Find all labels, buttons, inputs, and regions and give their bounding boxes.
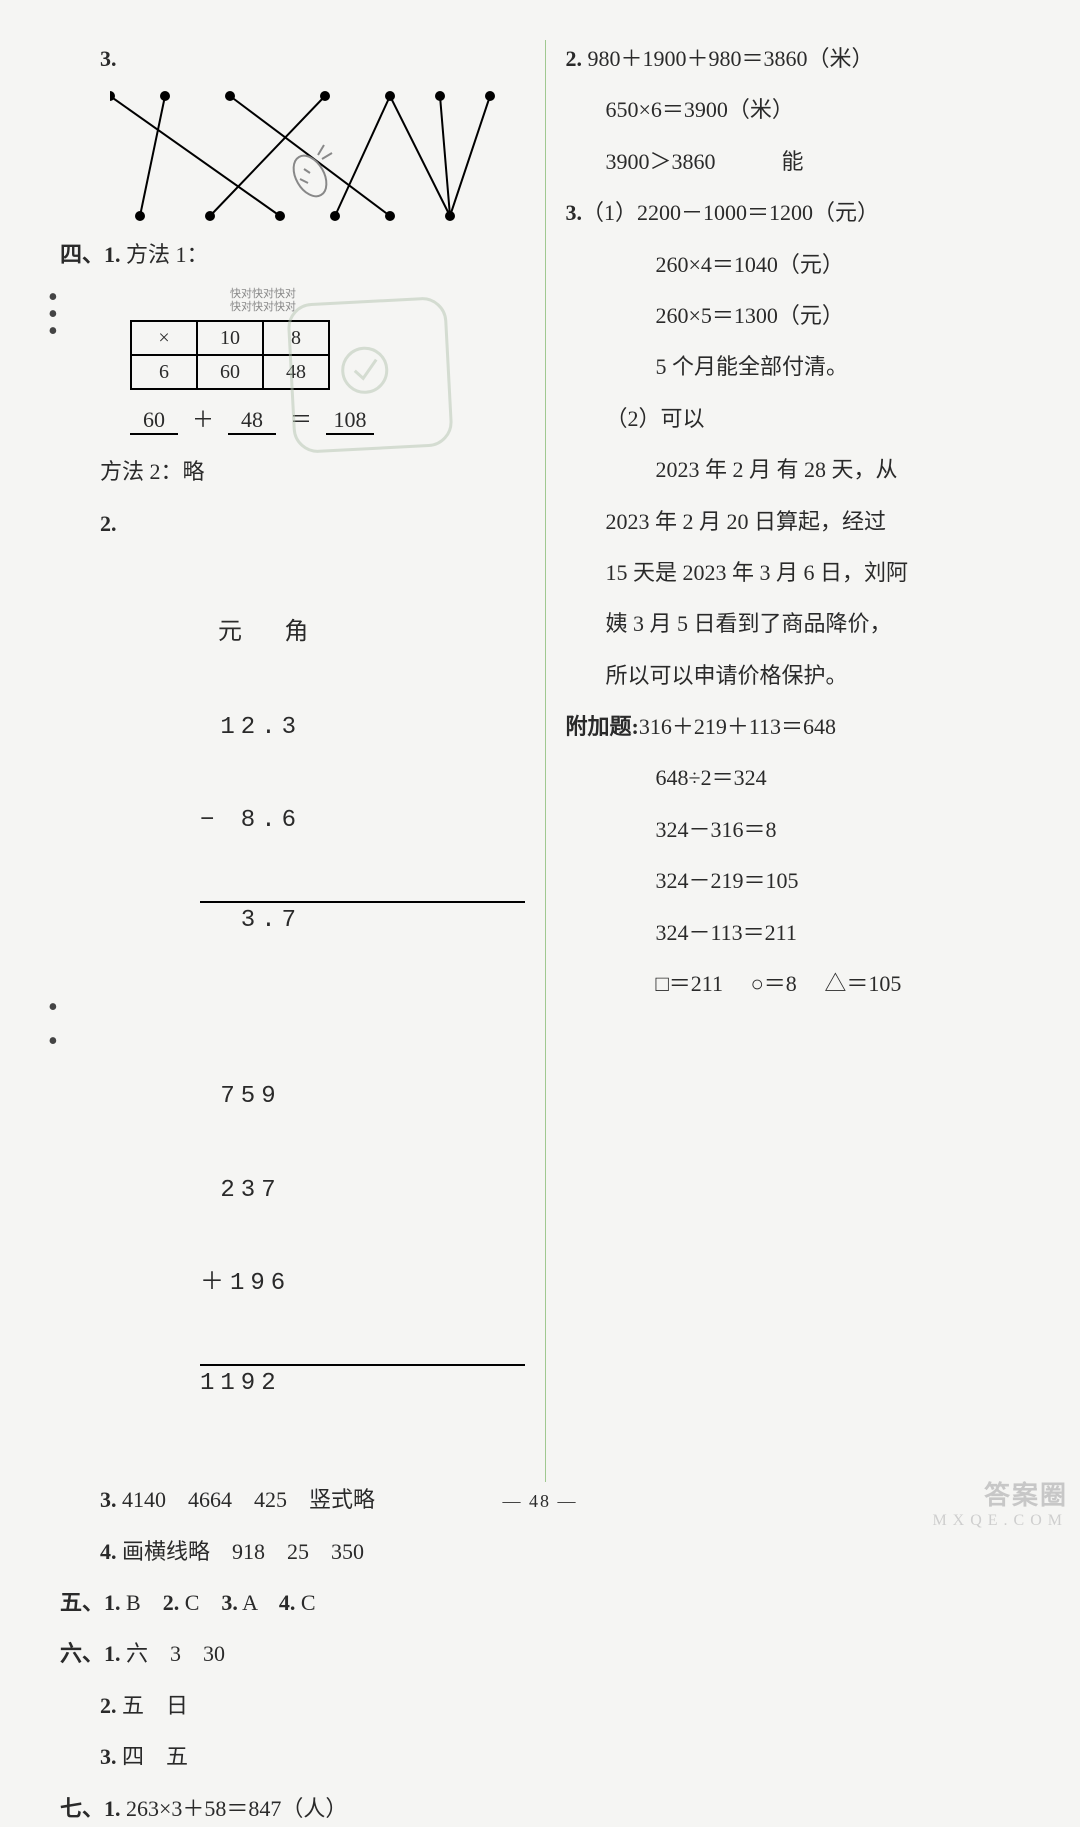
plus-sign: ＋ (192, 402, 214, 434)
page-number: — 48 — (503, 1491, 578, 1512)
answer-3: 3. 4140 4664 425 竖式略 (60, 1481, 525, 1518)
square-symbol: □＝211 (656, 971, 723, 996)
triangle-symbol: △＝105 (824, 971, 901, 996)
r-q3-2: （2）可以 (566, 400, 1031, 437)
method2-label: 方法 2：略 (60, 453, 525, 490)
r-q3-l1: 3.（1）2200－1000＝1200（元） (566, 194, 1031, 231)
table-cell: 10 (197, 321, 263, 355)
r-q3-l3: 260×5＝1300（元） (566, 297, 1031, 334)
watermark-corner: 答案圈 MXQE.COM (932, 1475, 1068, 1530)
calc-result: 3.7 (200, 901, 525, 936)
r-q2-l3: 3900＞3860 能 (566, 143, 1031, 180)
circle-symbol: ○＝8 (751, 971, 797, 996)
calc-line: 237 (200, 1175, 525, 1206)
calc-result: 1192 (200, 1364, 525, 1399)
method1-label: 方法 1： (126, 242, 209, 267)
para-l2: 2023 年 2 月 20 日算起，经过 (566, 503, 1031, 540)
table-cell: 6 (131, 355, 197, 389)
r-q3-l4: 5 个月能全部付清。 (566, 348, 1031, 385)
table-cell: × (131, 321, 197, 355)
watermark-url: MXQE.COM (932, 1512, 1068, 1530)
matching-diagram (110, 91, 490, 221)
equation-b: 48 (228, 407, 276, 435)
para-l5: 所以可以申请价格保护。 (566, 657, 1031, 694)
answer-4: 4. 画横线略 918 25 350 (60, 1533, 525, 1570)
section-4-title: 四、1. 方法 1： (60, 236, 525, 273)
extra-l3: 324－219＝105 (566, 862, 1031, 899)
vertical-calc-2: 759 237 ＋196 1192 (200, 1019, 525, 1462)
calc-line: 759 (200, 1081, 525, 1112)
r-q3-l2: 260×4＝1040（元） (566, 246, 1031, 283)
section-7: 七、1. 263×3＋58＝847（人） (60, 1790, 525, 1827)
section-6-3: 3. 四 五 (60, 1738, 525, 1775)
calc-line: − 8.6 (200, 805, 525, 836)
section-6-2: 2. 五 日 (60, 1687, 525, 1724)
section-5: 五、1. B 2. C 3. A 4. C (60, 1584, 525, 1621)
extra-l4: 324－113＝211 (566, 914, 1031, 951)
extra-symbols: □＝211 ○＝8 △＝105 (566, 965, 1031, 1002)
calc-header: 元 角 (218, 618, 525, 649)
vertical-calc-1: 元 角 12.3 − 8.6 3.7 (200, 556, 525, 999)
calc-line: 12.3 (200, 712, 525, 743)
left-column: ••• •• 3. (40, 40, 546, 1482)
para-l3: 15 天是 2023 年 3 月 6 日，刘阿 (566, 554, 1031, 591)
para-l4: 姨 3 月 5 日看到了商品降价， (566, 605, 1031, 642)
question-3: 3. (100, 40, 525, 77)
watermark-title: 答案圈 (932, 1475, 1068, 1512)
para-l1: 2023 年 2 月 有 28 天，从 (566, 451, 1031, 488)
binding-dots: •• (48, 1000, 58, 1050)
extra-l2: 324－316＝8 (566, 811, 1031, 848)
question-2: 2. (60, 505, 525, 542)
extra-l1: 648÷2＝324 (566, 759, 1031, 796)
extra-eq0: 316＋219＋113＝648 (639, 714, 836, 739)
right-column: 2. 980＋1900＋980＝3860（米） 650×6＝3900（米） 39… (546, 40, 1051, 1482)
r-q2-l2: 650×6＝3900（米） (566, 91, 1031, 128)
page-container: ••• •• 3. (0, 0, 1080, 1542)
table-cell: 60 (197, 355, 263, 389)
calc-line: ＋196 (200, 1268, 525, 1299)
r-q2-l1: 2. 980＋1900＋980＝3860（米） (566, 40, 1031, 77)
stamp-watermark (286, 296, 454, 454)
equation-a: 60 (130, 407, 178, 435)
extra-title: 附加题:316＋219＋113＝648 (566, 708, 1031, 745)
section-6-1: 六、1. 六 3 30 (60, 1635, 525, 1672)
extra-label: 附加题: (566, 714, 639, 739)
binding-dots: ••• (48, 290, 58, 340)
